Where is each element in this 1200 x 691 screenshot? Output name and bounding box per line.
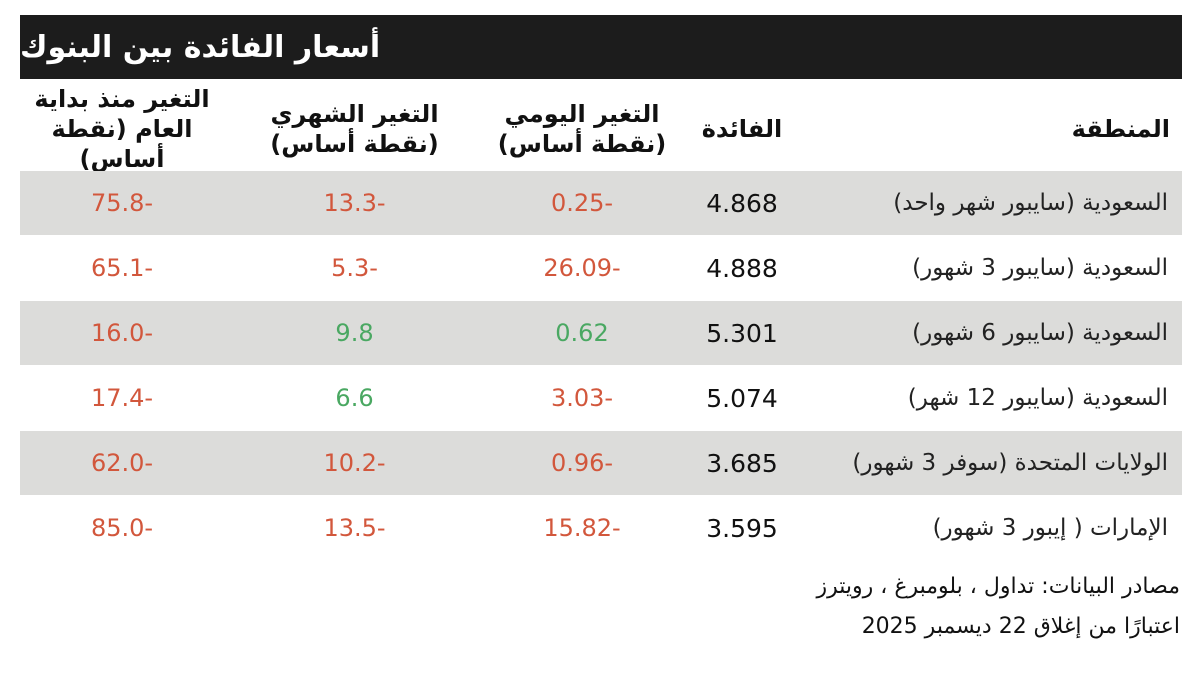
cell-daily-change: -0.96 — [550, 449, 614, 477]
cell-daily-change: -3.03 — [550, 384, 614, 412]
header-ytd-change: التغير منذ بداية العام (نقطة أساس) — [34, 85, 210, 173]
cell-monthly-change: -10.2 — [323, 449, 386, 477]
cell-region: الإمارات ( إيبور 3 شهور) — [932, 515, 1168, 541]
table-row: السعودية (سايبور شهر واحد) 4.868 -0.25 -… — [20, 171, 1182, 236]
table-header: المنطقة الفائدة التغير اليومي (نقطة أساس… — [20, 85, 1182, 173]
cell-rate: 5.074 — [706, 383, 778, 413]
cell-region: السعودية (سايبور شهر واحد) — [893, 190, 1168, 216]
cell-monthly-change: -13.5 — [323, 514, 386, 542]
table-row: السعودية (سايبور 3 شهور) 4.888 -26.09 -5… — [20, 236, 1182, 301]
as-of-date-note: اعتبارًا من إغلاق 22 ديسمبر 2025 — [861, 614, 1180, 639]
cell-daily-change: 0.62 — [555, 319, 609, 347]
table-row: السعودية (سايبور 6 شهور) 5.301 0.62 9.8 … — [20, 301, 1182, 366]
cell-ytd-change: -65.1 — [90, 254, 154, 282]
cell-monthly-change: -5.3 — [331, 254, 378, 282]
data-sources-note: مصادر البيانات: تداول ، بلومبرغ ، رويترز — [816, 574, 1180, 599]
header-region: المنطقة — [1071, 115, 1170, 143]
cell-ytd-change: -16.0 — [90, 319, 154, 347]
cell-daily-change: -0.25 — [550, 189, 614, 217]
cell-ytd-change: -62.0 — [90, 449, 154, 477]
table-title-bar: أسعار الفائدة بين البنوك — [20, 15, 1182, 79]
table-row: الولايات المتحدة (سوفر 3 شهور) 3.685 -0.… — [20, 431, 1182, 496]
table-body: السعودية (سايبور شهر واحد) 4.868 -0.25 -… — [20, 171, 1182, 561]
cell-region: السعودية (سايبور 12 شهر) — [907, 385, 1168, 411]
cell-ytd-change: -75.8 — [90, 189, 154, 217]
header-monthly-change: التغير الشهري (نقطة أساس) — [270, 100, 439, 158]
cell-daily-change: -26.09 — [543, 254, 621, 282]
cell-rate: 3.685 — [706, 448, 778, 478]
cell-rate: 4.868 — [706, 188, 778, 218]
cell-ytd-change: -85.0 — [90, 514, 154, 542]
cell-rate: 4.888 — [706, 253, 778, 283]
cell-monthly-change: 9.8 — [335, 319, 374, 347]
cell-monthly-change: -13.3 — [323, 189, 386, 217]
table-row: الإمارات ( إيبور 3 شهور) 3.595 -15.82 -1… — [20, 496, 1182, 561]
cell-region: الولايات المتحدة (سوفر 3 شهور) — [852, 450, 1168, 476]
cell-rate: 5.301 — [706, 318, 778, 348]
cell-ytd-change: -17.4 — [90, 384, 154, 412]
cell-monthly-change: 6.6 — [335, 384, 374, 412]
cell-region: السعودية (سايبور 6 شهور) — [912, 320, 1168, 346]
cell-daily-change: -15.82 — [543, 514, 621, 542]
header-daily-change: التغير اليومي (نقطة أساس) — [497, 100, 667, 158]
table-row: السعودية (سايبور 12 شهر) 5.074 -3.03 6.6… — [20, 366, 1182, 431]
cell-region: السعودية (سايبور 3 شهور) — [912, 255, 1168, 281]
table-title: أسعار الفائدة بين البنوك — [20, 29, 381, 65]
header-rate: الفائدة — [701, 115, 783, 143]
cell-rate: 3.595 — [706, 513, 778, 543]
